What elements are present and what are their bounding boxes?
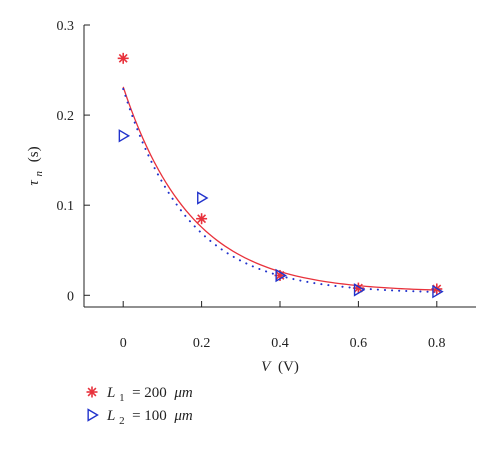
series-1-point	[117, 52, 129, 64]
legend-asterisk-shape	[86, 386, 98, 398]
x-axis-title: V (V)	[261, 359, 299, 375]
y-tick-label: 0	[67, 289, 74, 304]
y-axis-var: τ	[26, 180, 42, 186]
series-2-point	[197, 191, 209, 205]
asterisk-stroke	[197, 214, 207, 224]
series-2-point	[432, 284, 444, 299]
asterisk-stroke	[275, 271, 285, 280]
y-axis-sub: n	[33, 170, 45, 176]
legend-l1-sub: 1	[119, 392, 125, 404]
legend-l2-sub: 2	[119, 415, 125, 427]
y-tick-label: 0.1	[57, 199, 75, 214]
legend: L 1 = 200 μm L 2 = 100 μm	[86, 385, 193, 428]
series-1-point	[196, 213, 208, 225]
y-axis-unit: (s)	[26, 146, 42, 162]
y-tick-label: 0.2	[57, 109, 75, 124]
x-tick-label: 0	[120, 336, 127, 351]
series-2-point	[275, 268, 287, 283]
legend-triangle-shape	[87, 408, 99, 422]
x-tick-label: 0.6	[350, 336, 368, 351]
data-points	[117, 52, 444, 299]
y-axis-title: τ n (s)	[26, 146, 46, 185]
legend-l2-value: = 100	[128, 408, 170, 424]
x-tick-label: 0.2	[193, 336, 211, 351]
legend-l1-var: L	[106, 385, 115, 401]
asterisk-stroke	[87, 387, 97, 397]
legend-l2-unit: μm	[173, 408, 193, 424]
x-tick-label: 0.8	[428, 336, 446, 351]
legend-entry-l2: L 2 = 100 μm	[87, 408, 193, 428]
x-tick-label: 0.4	[271, 336, 289, 351]
y-tick-label: 0.3	[57, 19, 75, 34]
legend-entry-l1: L 1 = 200 μm	[86, 385, 193, 405]
series-2-point	[118, 129, 131, 143]
x-axis-var: V	[261, 359, 272, 375]
legend-marker-asterisk	[86, 386, 98, 398]
x-axis-ticks: 0 0.2 0.4 0.6 0.8	[120, 301, 446, 351]
x-axis-unit: (V)	[278, 359, 299, 375]
asterisk-stroke	[353, 283, 363, 293]
y-axis-ticks: 0 0.1 0.2 0.3	[57, 19, 90, 304]
legend-l1-value: = 200	[128, 385, 170, 401]
series-2-point	[353, 283, 366, 297]
legend-l2-var: L	[106, 408, 115, 424]
legend-label-l1: L 1 = 200 μm	[106, 385, 193, 405]
legend-l1-unit: μm	[173, 385, 193, 401]
legend-marker-triangle	[87, 408, 99, 422]
legend-label-l2: L 2 = 100 μm	[106, 408, 193, 428]
asterisk-stroke	[118, 53, 128, 63]
